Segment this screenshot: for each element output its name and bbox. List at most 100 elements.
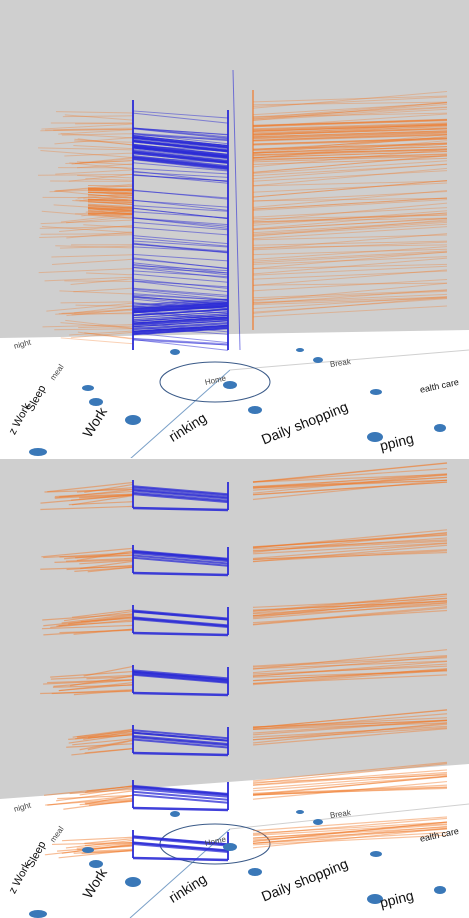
blue-trajectory-line [132, 132, 229, 140]
orange-trajectory-line [252, 604, 448, 617]
blue-trajectory-line [132, 174, 229, 184]
orange-trajectory-line [41, 225, 134, 234]
orange-trajectory-line [252, 132, 448, 140]
trajectory-lines-group [40, 462, 448, 862]
orange-trajectory-line [252, 207, 448, 218]
blue-trajectory-line [132, 672, 229, 683]
blue-trajectory-line [132, 571, 229, 577]
orange-trajectory-line [252, 827, 448, 844]
orange-trajectory-line [39, 226, 134, 229]
orange-trajectory-line [40, 494, 134, 504]
blue-trajectory-line [132, 294, 229, 301]
bottom-3d-trajectory-view[interactable] [0, 459, 469, 918]
orange-trajectory-line [252, 263, 448, 270]
orange-trajectory-line [79, 157, 134, 164]
orange-trajectory-line [60, 322, 134, 329]
ground-axis-line [229, 349, 469, 371]
orange-trajectory-line [252, 476, 448, 489]
blue-trajectory-line [132, 156, 229, 168]
orange-trajectory-line [252, 212, 448, 224]
orange-trajectory-line [252, 296, 448, 310]
orange-trajectory-line [55, 111, 134, 114]
location-dot [223, 381, 237, 389]
orange-trajectory-line [252, 189, 448, 208]
orange-trajectory-line [59, 290, 134, 295]
blue-trajectory-line [132, 300, 229, 308]
orange-trajectory-line [252, 128, 448, 136]
blue-trajectory-line [132, 326, 229, 334]
blue-trajectory-line [132, 790, 229, 801]
orange-trajectory-line [77, 163, 134, 169]
orange-trajectory-line [252, 132, 448, 141]
orange-trajectory-line [252, 145, 448, 153]
orange-trajectory-line [51, 254, 134, 258]
blue-trajectory-line [132, 305, 229, 313]
orange-trajectory-line [252, 305, 448, 318]
orange-trajectory-line [252, 153, 448, 161]
orange-trajectory-line [66, 743, 134, 748]
orange-trajectory-line [252, 126, 448, 134]
orange-trajectory-line [61, 613, 134, 624]
top-3d-trajectory-view[interactable] [0, 0, 469, 459]
location-dot [89, 398, 103, 406]
orange-trajectory-line [65, 319, 134, 329]
orange-trajectory-line [252, 821, 448, 834]
orange-trajectory-line [252, 725, 448, 738]
orange-trajectory-line [252, 474, 448, 488]
orange-trajectory-line [252, 296, 448, 314]
blue-trajectory-line [132, 128, 229, 139]
blue-trajectory-line [132, 190, 229, 199]
orange-trajectory-line [252, 202, 448, 222]
orange-trajectory-line [252, 649, 448, 670]
orange-trajectory-line [60, 337, 134, 345]
orange-trajectory-line [71, 609, 134, 618]
orange-trajectory-line [252, 728, 448, 746]
blue-trajectory-line [132, 308, 229, 316]
orange-trajectory-line [252, 150, 448, 158]
orange-trajectory-line [252, 120, 448, 128]
orange-trajectory-line [252, 133, 448, 141]
orange-trajectory-line [252, 142, 448, 155]
orange-trajectory-line [69, 162, 134, 170]
orange-trajectory-line [252, 103, 448, 120]
location-dot [313, 819, 323, 825]
orange-trajectory-line [252, 296, 448, 304]
orange-trajectory-line [252, 600, 448, 611]
blue-trajectory-line [132, 486, 229, 497]
orange-trajectory-line [252, 550, 448, 562]
orange-trajectory-line [63, 799, 134, 810]
blue-trajectory-line [132, 337, 229, 345]
orange-trajectory-line [252, 719, 448, 736]
orange-trajectory-line [252, 831, 448, 844]
orange-trajectory-line [252, 219, 448, 237]
blue-trajectory-line [132, 552, 229, 563]
orange-trajectory-line [252, 774, 448, 783]
orange-trajectory-line [54, 328, 134, 331]
bottom-visualization-panel[interactable]: Work rinking Daily shopping pping Sleep … [0, 459, 469, 918]
orange-trajectory-line [252, 544, 448, 563]
orange-trajectory-line [252, 269, 448, 287]
blue-trajectory-line [132, 313, 229, 321]
blue-trajectory-line [132, 151, 229, 163]
orange-trajectory-line [252, 593, 448, 613]
orange-trajectory-line [252, 763, 448, 785]
orange-trajectory-line [45, 127, 134, 131]
orange-trajectory-line [69, 788, 134, 795]
blue-trajectory-line [132, 836, 229, 847]
orange-trajectory-line [252, 593, 448, 614]
orange-trajectory-line [252, 119, 448, 127]
orange-trajectory-line [252, 154, 448, 174]
orange-trajectory-line [252, 481, 448, 496]
orange-trajectory-line [42, 613, 134, 621]
orange-trajectory-line [252, 233, 448, 250]
top-visualization-panel[interactable]: Work rinking Daily shopping pping Sleep … [0, 0, 469, 459]
orange-trajectory-line [252, 119, 448, 127]
orange-trajectory-line [252, 775, 448, 796]
orange-trajectory-line [252, 127, 448, 135]
orange-trajectory-line [252, 123, 448, 131]
location-dot [434, 886, 446, 894]
orange-trajectory-line [56, 790, 134, 802]
blue-trajectory-line [132, 751, 229, 757]
blue-trajectory-line [132, 793, 229, 804]
location-dot [29, 910, 47, 918]
